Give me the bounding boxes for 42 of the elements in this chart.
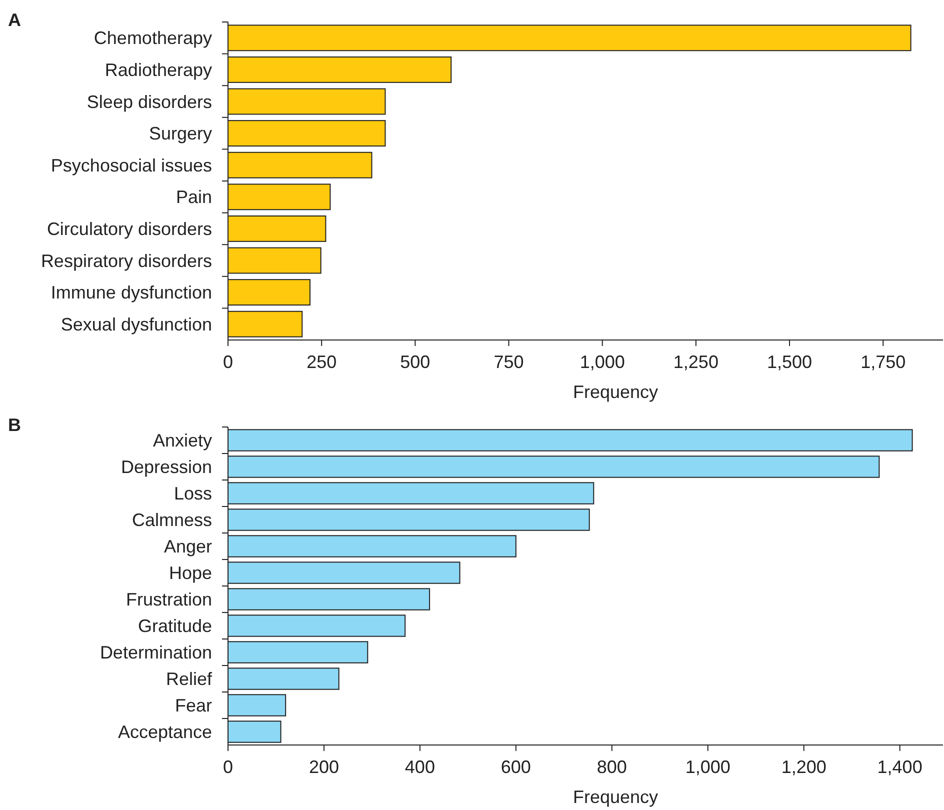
x-tick-label: 750	[494, 352, 524, 372]
x-tick-label: 1,500	[766, 352, 812, 372]
x-tick-label: 500	[400, 352, 430, 372]
y-tick-label: Sexual dysfunction	[60, 314, 212, 334]
x-tick-label: 250	[306, 352, 337, 372]
x-tick-label: 1,200	[781, 757, 826, 777]
x-tick-label: 0	[222, 352, 234, 372]
x-tick-label: 400	[404, 757, 435, 777]
text: B	[8, 415, 21, 435]
y-tick-label: Depression	[120, 457, 212, 478]
y-tick-label: Relief	[166, 669, 213, 690]
y-tick-label: Fear	[174, 696, 212, 716]
y-tick-label: Anger	[164, 536, 212, 557]
x-tick-label: 0	[222, 757, 234, 777]
y-tick-label: Acceptance	[118, 722, 212, 742]
x-tick-label: 1,400	[877, 757, 922, 777]
x-tick-label: 800	[596, 757, 627, 777]
x-tick-label: 1,750	[860, 352, 906, 372]
y-tick-label: Hope	[168, 563, 212, 584]
y-tick-label: Frustration	[126, 590, 212, 610]
x-tick-label: 600	[500, 757, 531, 777]
y-tick-label: Psychosocial issues	[50, 155, 212, 176]
x-axis-title: Frequency	[572, 382, 658, 402]
y-tick-label: Gratitude	[138, 616, 212, 636]
y-tick-label: Radiotherapy	[104, 60, 212, 80]
y-tick-label: Circulatory disorders	[46, 219, 212, 239]
y-tick-label: Calmness	[132, 510, 212, 530]
text: A	[8, 10, 21, 30]
x-tick-label: 1,250	[673, 352, 718, 372]
x-axis-title: Frequency	[572, 787, 658, 807]
x-tick-label: 1,000	[580, 352, 625, 372]
y-tick-label: Determination	[100, 642, 212, 663]
y-tick-label: Anxiety	[152, 430, 212, 451]
x-tick-label: 1,000	[685, 757, 730, 777]
y-tick-label: Immune dysfunction	[50, 282, 212, 303]
y-tick-label: Chemotherapy	[94, 28, 212, 48]
x-tick-label: 200	[308, 757, 339, 777]
y-tick-label: Surgery	[148, 124, 212, 144]
y-tick-label: Respiratory disorders	[40, 250, 212, 271]
y-tick-label: Sleep disorders	[86, 92, 212, 112]
y-tick-label: Loss	[174, 484, 212, 504]
y-tick-label: Pain	[176, 187, 212, 208]
